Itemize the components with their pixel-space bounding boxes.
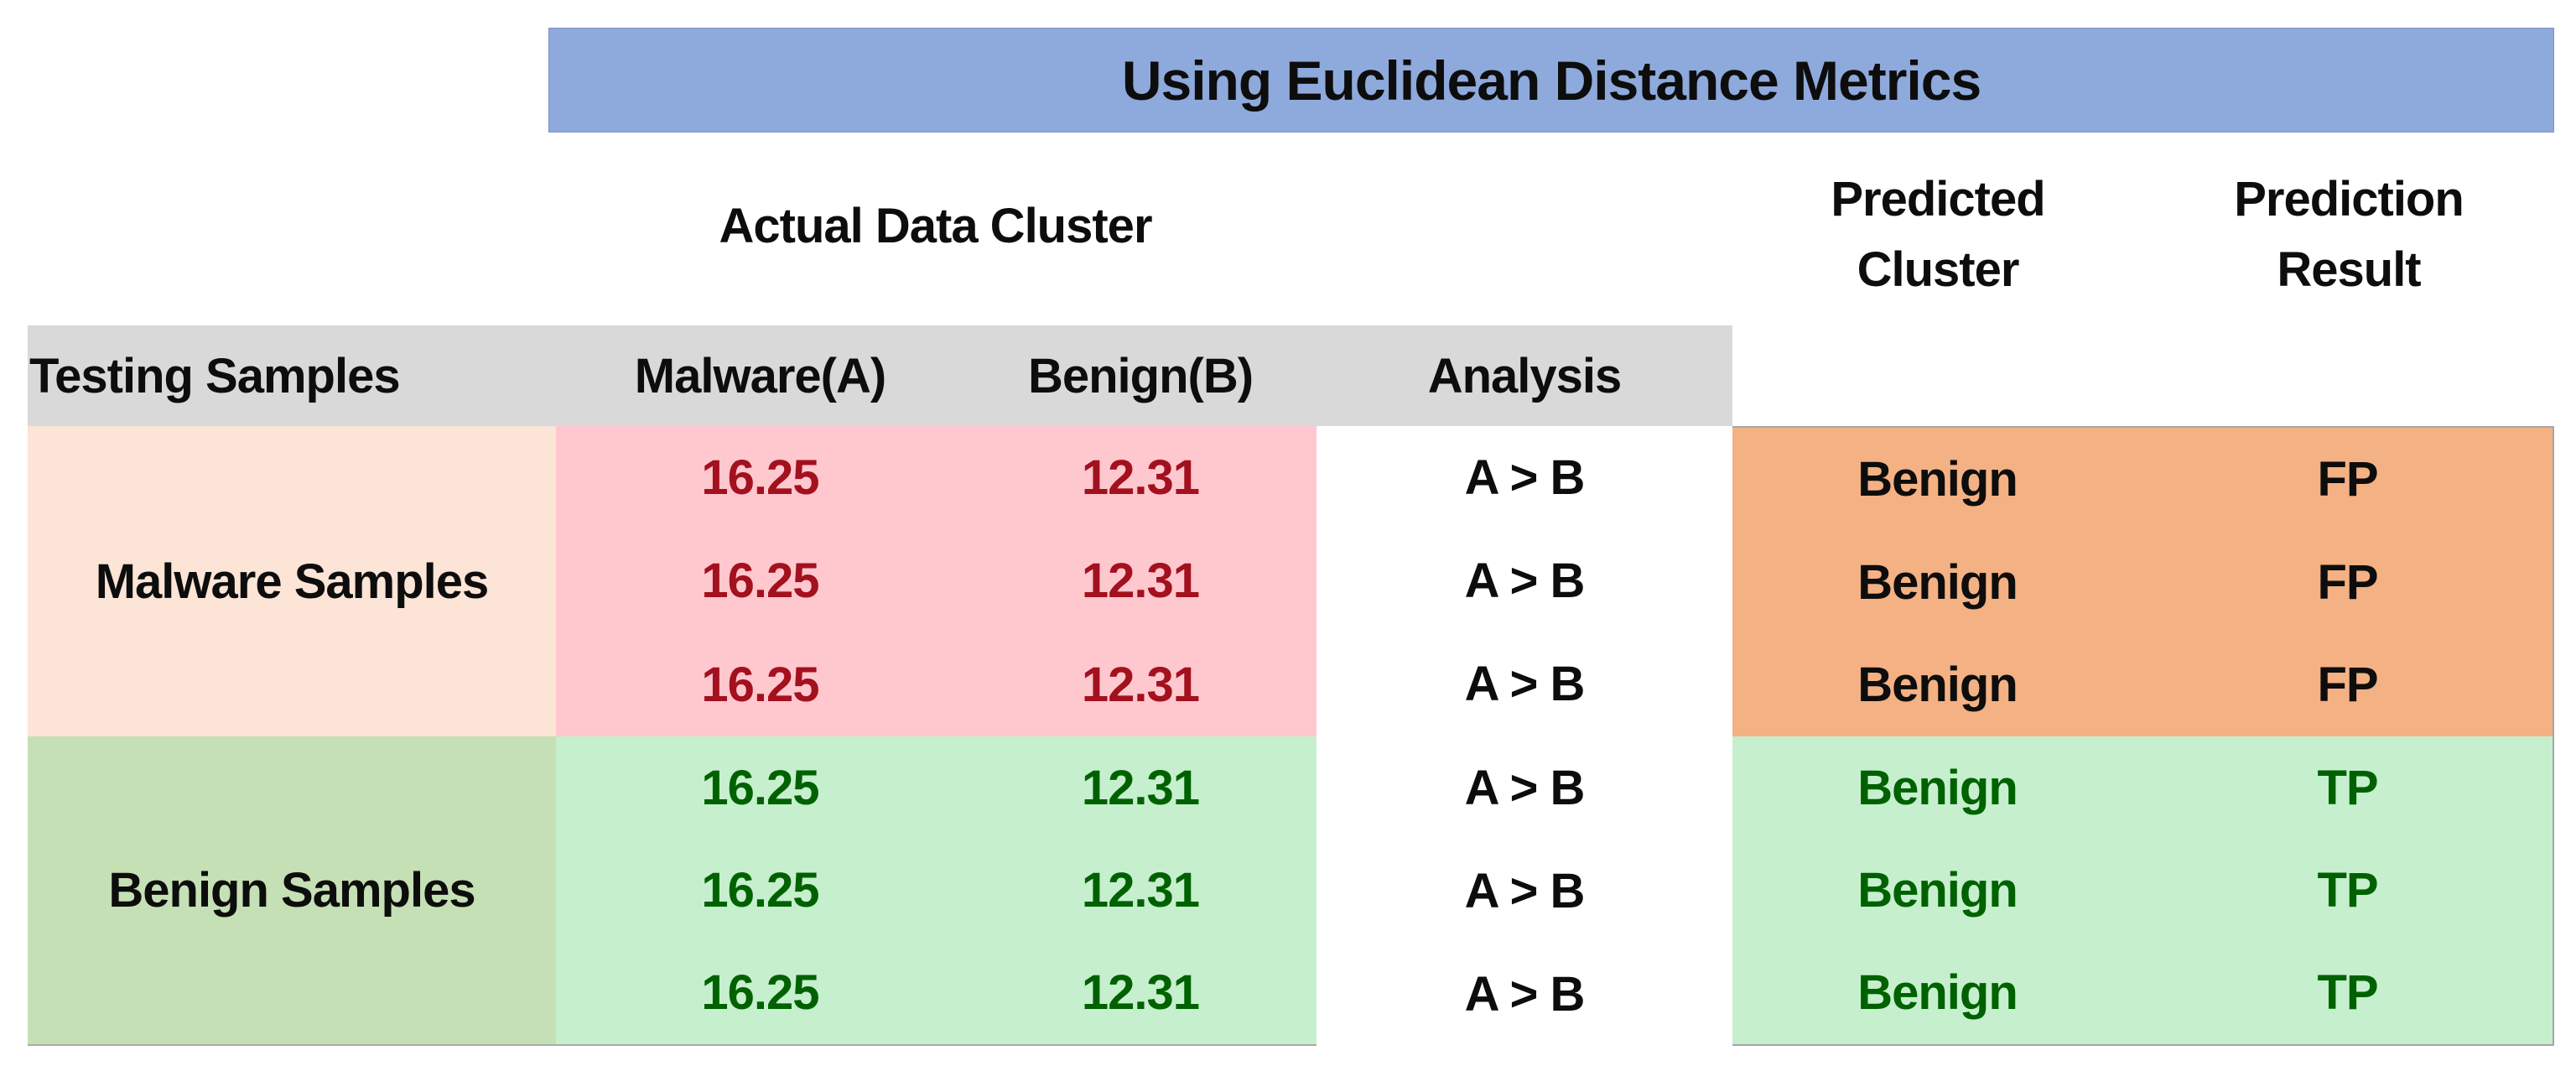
cell-benign-b-r2: 12.31	[1081, 554, 1200, 609]
prediction-panel-benign: Benign TP Benign TP Benign TP	[1732, 736, 2554, 1046]
cell-predicted-r2: Benign	[1857, 554, 2018, 610]
table-row: 16.25 12.31	[556, 529, 1317, 632]
actual-data-cluster-header: Actual Data Cluster	[719, 198, 1152, 253]
table-row: 16.25 12.31	[556, 736, 1317, 839]
cell-result-r3: FP	[2317, 658, 2378, 713]
cell-malware-a-r5: 16.25	[701, 862, 819, 918]
cell-result-r5: TP	[2317, 862, 2378, 918]
benign-samples-label-cell: Benign Samples	[28, 736, 556, 1046]
cell-predicted-r6: Benign	[1857, 965, 2018, 1021]
table-row: 16.25 12.31	[556, 839, 1317, 941]
column-header-row: Testing Samples Malware(A) Benign(B) Ana…	[28, 325, 1732, 426]
cell-analysis-r3: A > B	[1464, 657, 1586, 712]
cell-malware-a-r4: 16.25	[701, 760, 819, 815]
cell-malware-a-r2: 16.25	[701, 554, 819, 609]
cell-predicted-r3: Benign	[1857, 658, 2018, 713]
table-row: 16.25 12.31	[556, 426, 1317, 529]
table-row: Benign FP	[1732, 531, 2553, 634]
analysis-column: A > B A > B A > B A > B A > B A > B	[1317, 426, 1732, 1046]
col-header-analysis: Analysis	[1427, 348, 1623, 403]
cell-benign-b-r4: 12.31	[1081, 760, 1200, 815]
col-header-testing-samples: Testing Samples	[29, 348, 401, 403]
cell-result-r4: TP	[2317, 760, 2378, 815]
table-row: 16.25 12.31	[556, 942, 1317, 1044]
malware-samples-label-cell: Malware Samples	[28, 426, 556, 736]
cell-analysis-r5: A > B	[1464, 863, 1586, 918]
cell-predicted-r5: Benign	[1857, 862, 2018, 918]
table-row: 16.25 12.31	[556, 633, 1317, 736]
cell-benign-b-r5: 12.31	[1081, 862, 1200, 918]
cell-malware-a-r1: 16.25	[701, 450, 819, 506]
cell-analysis-r4: A > B	[1464, 760, 1586, 815]
prediction-panel-malware: Benign FP Benign FP Benign FP	[1732, 426, 2554, 736]
title-banner: Using Euclidean Distance Metrics	[548, 28, 2554, 133]
cell-result-r1: FP	[2317, 451, 2378, 507]
cell-malware-a-r6: 16.25	[701, 965, 819, 1021]
table-row: Benign TP	[1732, 942, 2553, 1044]
cell-analysis-r1: A > B	[1464, 450, 1586, 506]
cell-result-r2: FP	[2317, 554, 2378, 610]
malware-values-block: 16.25 12.31 16.25 12.31 16.25 12.31	[556, 426, 1317, 736]
page-title: Using Euclidean Distance Metrics	[1121, 49, 1981, 112]
cell-predicted-r4: Benign	[1857, 760, 2018, 815]
table-row: Benign FP	[1732, 428, 2553, 531]
table-row: Benign FP	[1732, 633, 2553, 736]
cell-malware-a-r3: 16.25	[701, 657, 819, 712]
table-row: Benign TP	[1732, 839, 2553, 941]
cell-benign-b-r6: 12.31	[1081, 965, 1200, 1021]
cell-result-r6: TP	[2317, 965, 2378, 1021]
cell-benign-b-r1: 12.31	[1081, 450, 1200, 506]
cell-analysis-r2: A > B	[1464, 554, 1586, 609]
benign-values-block: 16.25 12.31 16.25 12.31 16.25 12.31	[556, 736, 1317, 1046]
cell-analysis-r6: A > B	[1464, 966, 1586, 1022]
col-header-benign-b: Benign(B)	[1027, 348, 1254, 403]
table-row: Benign TP	[1732, 736, 2553, 839]
col-header-malware-a: Malware(A)	[634, 348, 886, 403]
cell-predicted-r1: Benign	[1857, 451, 2018, 507]
prediction-result-header: Prediction Result	[2234, 172, 2464, 297]
predicted-cluster-header: Predicted Cluster	[1831, 172, 2045, 297]
cell-benign-b-r3: 12.31	[1081, 657, 1200, 712]
